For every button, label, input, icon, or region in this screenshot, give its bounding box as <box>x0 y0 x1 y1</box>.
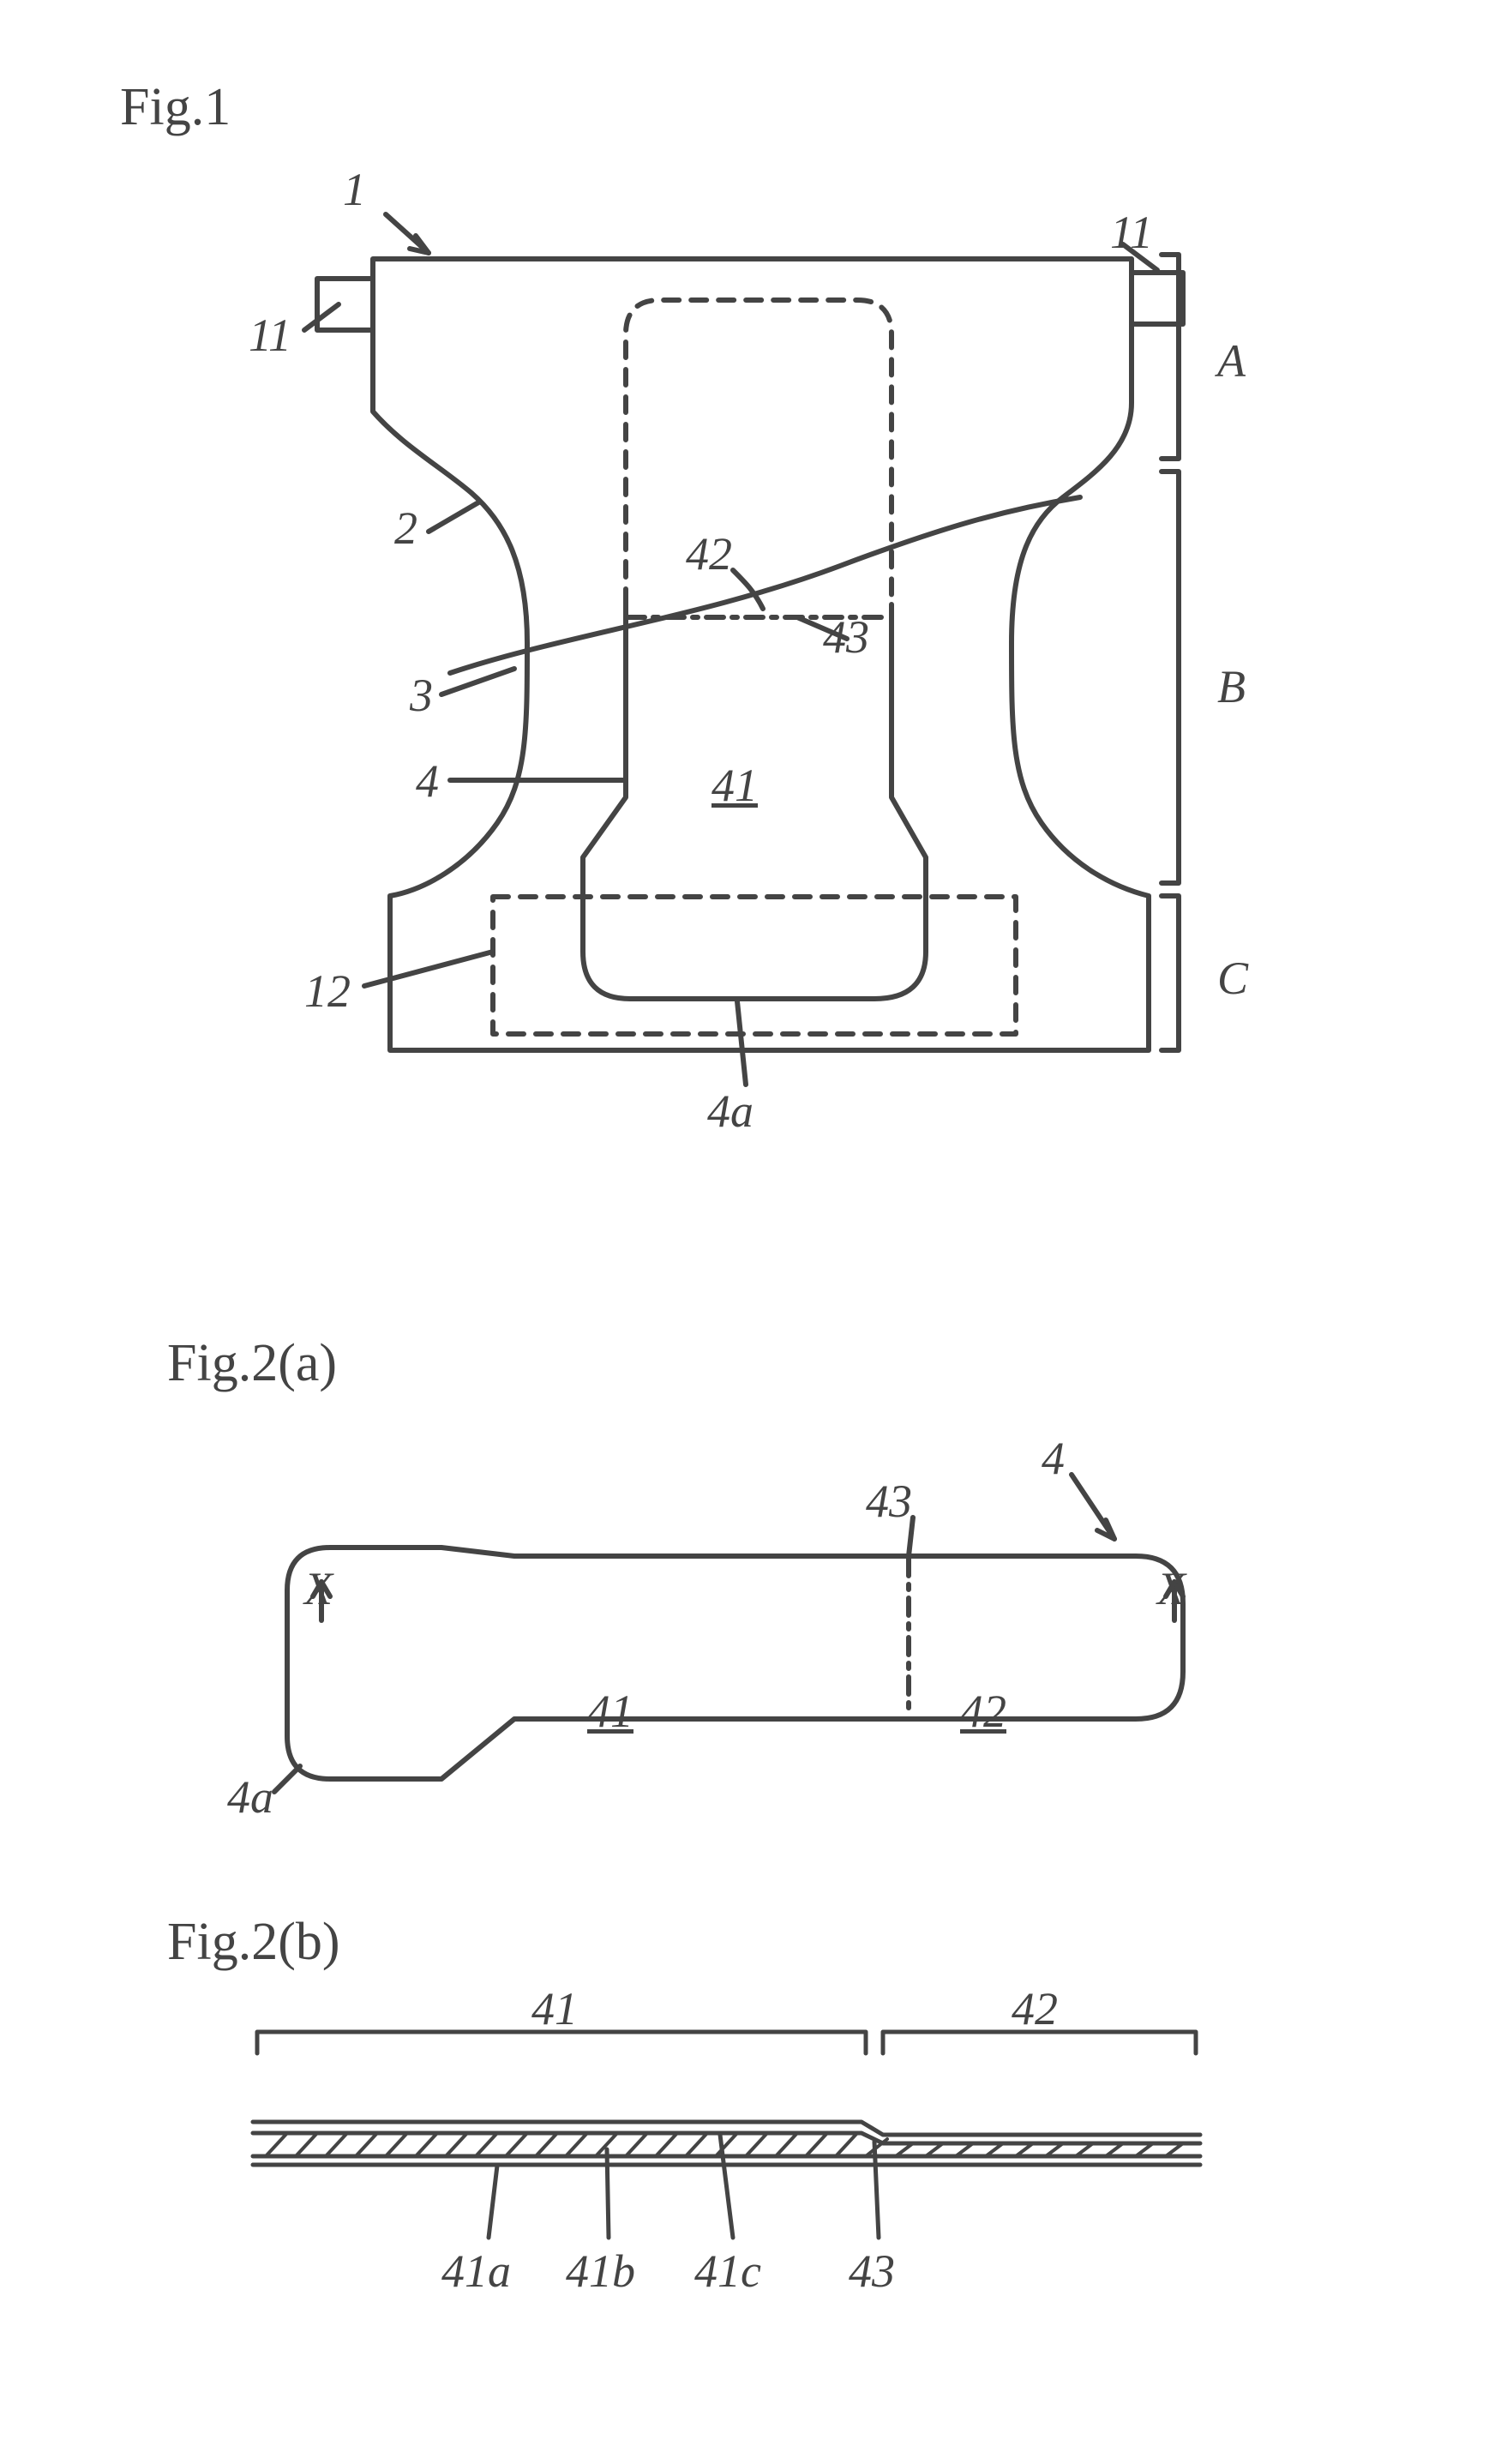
fig1-ref-41: 41 <box>711 759 758 812</box>
fig1-ref-C: C <box>1217 952 1248 1005</box>
fig2a-ref-X-right: X <box>1157 1562 1186 1615</box>
fig1-drawing <box>257 163 1269 1235</box>
fig1-ref-11-left: 11 <box>249 309 291 362</box>
fig2b-ref-42: 42 <box>1012 1982 1058 2035</box>
fig1-ref-11-right: 11 <box>1110 206 1153 259</box>
fig2b-ref-41: 41 <box>531 1982 578 2035</box>
fig2b-ref-41b: 41b <box>566 2245 635 2298</box>
fig2a-ref-4a: 4a <box>227 1770 273 1824</box>
fig2a-ref-X-left: X <box>304 1562 333 1615</box>
fig2a-drawing <box>249 1406 1234 1852</box>
fig1-ref-B: B <box>1217 660 1246 713</box>
fig2a-ref-4: 4 <box>1042 1432 1065 1485</box>
fig2a-ref-42: 42 <box>960 1685 1006 1738</box>
fig2a-label: Fig.2(a) <box>167 1333 337 1394</box>
fig1-ref-A: A <box>1217 334 1246 388</box>
fig2a-ref-41: 41 <box>587 1685 633 1738</box>
fig2b-ref-41c: 41c <box>694 2245 761 2298</box>
fig1-ref-2: 2 <box>394 502 417 555</box>
fig1-ref-4a: 4a <box>707 1085 754 1138</box>
fig1-ref-43: 43 <box>823 610 869 664</box>
fig2b-label: Fig.2(b) <box>167 1912 340 1973</box>
fig2b-ref-41a: 41a <box>441 2245 511 2298</box>
fig1-ref-42: 42 <box>686 527 732 580</box>
fig1-label: Fig.1 <box>120 77 231 138</box>
fig1-ref-1: 1 <box>343 163 366 216</box>
fig1-ref-4: 4 <box>416 754 439 808</box>
fig2a-ref-43: 43 <box>866 1475 912 1528</box>
fig2b-ref-43: 43 <box>849 2245 895 2298</box>
fig1-ref-12: 12 <box>304 965 351 1018</box>
fig1-ref-3: 3 <box>410 669 433 722</box>
